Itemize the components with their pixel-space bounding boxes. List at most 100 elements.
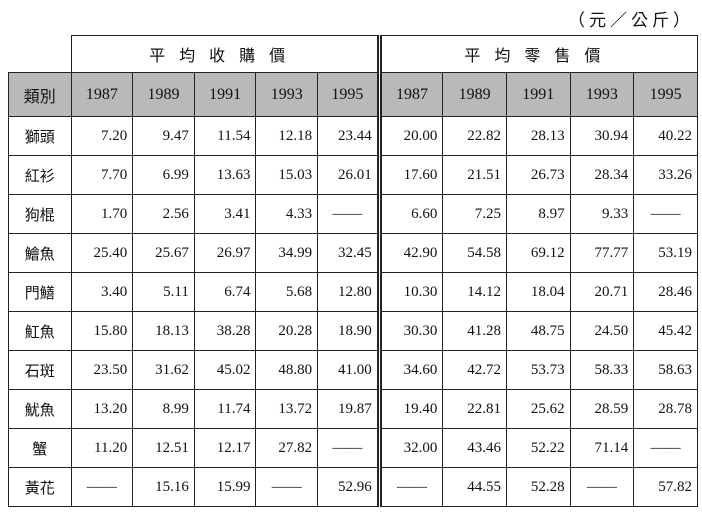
price-cell: 3.41: [193, 194, 257, 234]
price-cell: ——: [255, 467, 319, 507]
price-cell: 20.28: [255, 311, 319, 351]
data-row: 紅衫 7.70 6.99 13.63 15.03 26.01 17.60 21.51 26.73…: [8, 155, 698, 195]
price-cell: 58.63: [633, 350, 698, 390]
price-cell: 17.60: [378, 155, 444, 195]
price-cell: 28.34: [569, 155, 635, 195]
price-cell: 22.81: [442, 389, 507, 429]
price-cell: 25.62: [505, 389, 571, 429]
price-cell: 53.73: [505, 350, 571, 390]
price-cell: 27.82: [255, 428, 319, 468]
price-cell: ——: [378, 467, 444, 507]
price-cell: 10.30: [378, 272, 444, 312]
year-header: 1987: [70, 72, 134, 117]
price-cell: 41.00: [317, 350, 382, 390]
price-cell: 38.28: [193, 311, 257, 351]
price-cell: 18.04: [505, 272, 571, 312]
row-label: 門鱔: [8, 272, 72, 312]
price-cell: 45.02: [193, 350, 257, 390]
price-cell: 26.97: [193, 233, 257, 273]
price-cell: 52.28: [505, 467, 571, 507]
price-cell: 28.59: [569, 389, 635, 429]
price-cell: 25.67: [132, 233, 195, 273]
price-cell: 18.90: [317, 311, 382, 351]
price-cell: 26.73: [505, 155, 571, 195]
price-cell: 48.75: [505, 311, 571, 351]
price-cell: 25.40: [70, 233, 134, 273]
price-cell: ——: [70, 467, 134, 507]
price-cell: 42.72: [442, 350, 507, 390]
price-cell: 5.11: [132, 272, 195, 312]
price-cell: 15.16: [132, 467, 195, 507]
year-header: 1989: [442, 72, 507, 117]
price-cell: 13.72: [255, 389, 319, 429]
price-cell: 18.13: [132, 311, 195, 351]
corner-label: 類別: [8, 72, 72, 117]
price-cell: 7.20: [70, 116, 134, 156]
row-label: 魟魚: [8, 311, 72, 351]
data-row: 魟魚 15.80 18.13 38.28 20.28 18.90 30.30 41.28 48.…: [8, 311, 698, 351]
year-header: 1995: [633, 72, 698, 117]
price-cell: 69.12: [505, 233, 571, 273]
price-cell: 15.99: [193, 467, 257, 507]
year-header: 1993: [569, 72, 635, 117]
price-cell: 28.13: [505, 116, 571, 156]
price-cell: 57.82: [633, 467, 698, 507]
price-cell: 7.25: [442, 194, 507, 234]
price-cell: 4.33: [255, 194, 319, 234]
data-row: 蟹 11.20 12.51 12.17 27.82 —— 32.00 43.46 52.22 71…: [8, 428, 698, 468]
price-cell: 5.68: [255, 272, 319, 312]
price-cell: 9.33: [569, 194, 635, 234]
price-cell: 48.80: [255, 350, 319, 390]
price-cell: 43.46: [442, 428, 507, 468]
price-cell: ——: [317, 194, 382, 234]
price-cell: 42.90: [378, 233, 444, 273]
row-label: 鱠魚: [8, 233, 72, 273]
price-cell: 21.51: [442, 155, 507, 195]
year-header: 1987: [378, 72, 444, 117]
price-cell: 7.70: [70, 155, 134, 195]
row-label: 蟹: [8, 428, 72, 468]
year-header: 1993: [255, 72, 319, 117]
price-cell: 14.12: [442, 272, 507, 312]
price-cell: 12.51: [132, 428, 195, 468]
price-cell: 41.28: [442, 311, 507, 351]
data-row: 黃花 —— 15.16 15.99 —— 52.96 —— 44.55 52.28 —— 57.82: [8, 467, 698, 507]
price-cell: 23.44: [317, 116, 382, 156]
price-cell: 6.99: [132, 155, 195, 195]
price-cell: 26.01: [317, 155, 382, 195]
price-cell: 11.54: [193, 116, 257, 156]
table-body: 平均收購價 平均零售價 類別 1987 1989 1991 1993 1995 1987 1989…: [8, 35, 699, 507]
price-cell: 32.00: [378, 428, 444, 468]
price-cell: 58.33: [569, 350, 635, 390]
price-cell: 15.80: [70, 311, 134, 351]
row-label: 紅衫: [8, 155, 72, 195]
price-cell: 12.80: [317, 272, 382, 312]
price-cell: 13.20: [70, 389, 134, 429]
price-cell: 6.74: [193, 272, 257, 312]
group-header: 平均收購價: [70, 35, 382, 73]
price-cell: 20.71: [569, 272, 635, 312]
price-cell: 1.70: [70, 194, 134, 234]
year-header: 1989: [132, 72, 195, 117]
price-cell: 8.97: [505, 194, 571, 234]
data-row: 門鱔 3.40 5.11 6.74 5.68 12.80 10.30 14.12 18.04 20…: [8, 272, 698, 312]
price-cell: 28.46: [633, 272, 698, 312]
price-cell: 11.74: [193, 389, 257, 429]
price-cell: 54.58: [442, 233, 507, 273]
price-cell: 9.47: [132, 116, 195, 156]
price-cell: 52.22: [505, 428, 571, 468]
price-cell: ——: [633, 428, 698, 468]
price-cell: 31.62: [132, 350, 195, 390]
price-cell: 13.63: [193, 155, 257, 195]
row-label: 魷魚: [8, 389, 72, 429]
price-cell: 52.96: [317, 467, 382, 507]
price-table: 平均收購價 平均零售價 類別 1987 1989 1991 1993 1995 1987 1989…: [8, 35, 699, 507]
price-cell: 19.40: [378, 389, 444, 429]
data-row: 獅頭 7.20 9.47 11.54 12.18 23.44 20.00 22.82 28.13…: [8, 116, 698, 156]
data-row: 狗棍 1.70 2.56 3.41 4.33 —— 6.60 7.25 8.97 9.33 ——: [8, 194, 698, 234]
price-cell: 33.26: [633, 155, 698, 195]
price-cell: ——: [633, 194, 698, 234]
data-row: 石斑 23.50 31.62 45.02 48.80 41.00 34.60 42.72 53.…: [8, 350, 698, 390]
price-cell: 22.82: [442, 116, 507, 156]
